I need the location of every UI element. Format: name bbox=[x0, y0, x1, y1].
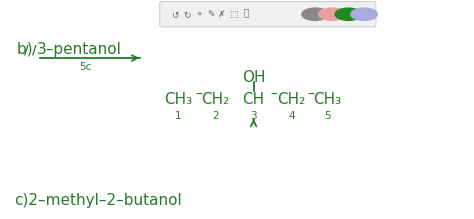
Text: 5: 5 bbox=[324, 111, 330, 121]
Circle shape bbox=[302, 8, 328, 20]
Text: ⚬: ⚬ bbox=[195, 10, 203, 19]
Text: /: / bbox=[32, 44, 37, 57]
Text: 4: 4 bbox=[288, 111, 295, 121]
Circle shape bbox=[319, 8, 345, 20]
Text: CH₂: CH₂ bbox=[201, 92, 230, 107]
Text: 2: 2 bbox=[212, 111, 219, 121]
Text: 3–pentanol: 3–pentanol bbox=[37, 42, 122, 57]
Text: –: – bbox=[270, 88, 277, 102]
Text: 5c: 5c bbox=[79, 62, 91, 72]
Text: ↺: ↺ bbox=[171, 10, 178, 19]
Text: –: – bbox=[196, 88, 202, 102]
Text: ✗: ✗ bbox=[218, 10, 226, 19]
Text: /: / bbox=[24, 44, 29, 57]
Circle shape bbox=[335, 8, 362, 20]
Circle shape bbox=[351, 8, 377, 20]
Text: ↻: ↻ bbox=[183, 10, 191, 19]
Text: 3: 3 bbox=[250, 111, 257, 121]
Text: CH₂: CH₂ bbox=[277, 92, 306, 107]
Text: CH₃: CH₃ bbox=[164, 92, 192, 107]
Text: b): b) bbox=[17, 42, 37, 57]
Text: ⬚: ⬚ bbox=[229, 10, 238, 19]
Text: ✎: ✎ bbox=[207, 10, 215, 19]
Text: OH: OH bbox=[242, 70, 265, 85]
Text: ⬛: ⬛ bbox=[244, 10, 249, 19]
Text: 1: 1 bbox=[174, 111, 181, 121]
FancyBboxPatch shape bbox=[160, 2, 376, 27]
Text: c)2–methyl–2–butanol: c)2–methyl–2–butanol bbox=[14, 193, 182, 208]
Text: –: – bbox=[307, 88, 314, 102]
Text: CH: CH bbox=[243, 92, 264, 107]
Text: CH₃: CH₃ bbox=[313, 92, 341, 107]
